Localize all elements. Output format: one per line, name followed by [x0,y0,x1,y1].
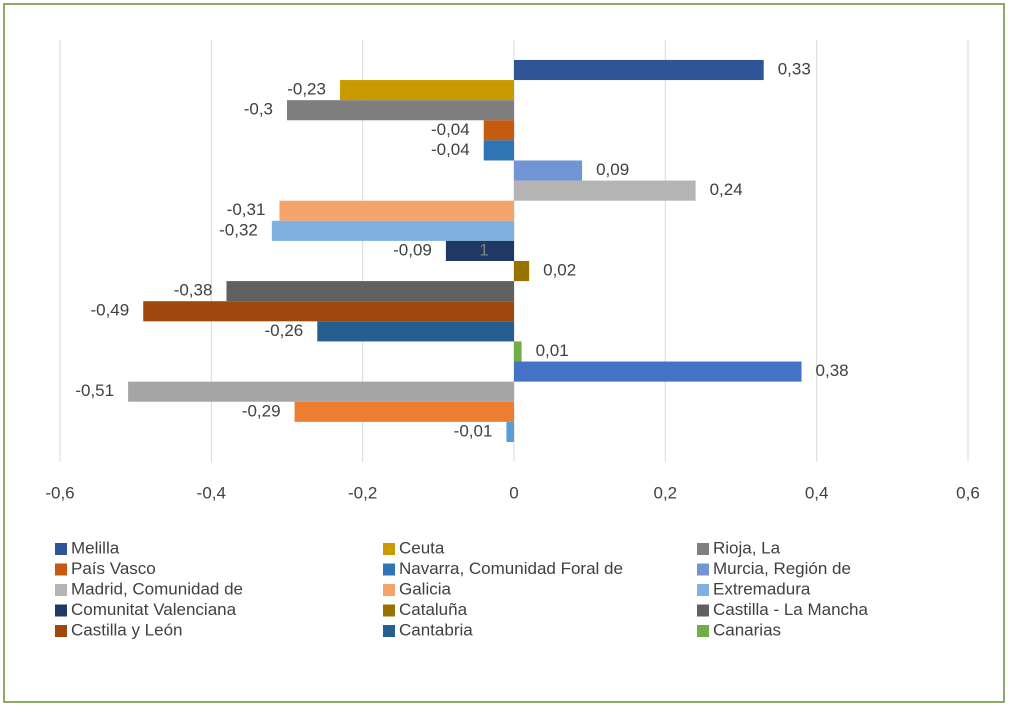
x-tick-label: 0,6 [956,483,980,502]
legend-swatch [55,543,67,555]
value-label: -0,04 [431,120,470,139]
value-label: -0,31 [227,200,266,219]
value-label: -0,3 [244,100,273,119]
value-label: -0,09 [393,240,432,259]
legend-label: Castilla y León [71,620,183,639]
legend-swatch [55,563,67,576]
value-label: -0,49 [90,301,129,320]
value-label: -0,23 [287,80,326,99]
legend-swatch [697,563,709,576]
value-label: -0,32 [219,220,258,239]
x-tick-label: 0,4 [805,483,829,502]
bar [514,361,802,382]
bar [483,140,514,161]
legend-swatch [55,584,67,596]
x-tick-label: 0,2 [654,483,678,502]
bar [483,120,514,141]
value-label: -0,38 [174,281,213,300]
value-label: 0,02 [543,261,576,280]
legend-swatch [383,563,395,576]
legend-label: Melilla [71,538,120,557]
legend-swatch [383,543,395,555]
x-tick-label: -0,6 [45,483,74,502]
x-tick-label: -0,4 [197,483,226,502]
bar [271,220,514,241]
legend-label: Comunitat Valenciana [71,600,237,619]
legend-label: Ceuta [399,538,445,557]
bar [339,80,514,101]
legend-swatch [383,625,395,637]
legend-swatch [55,625,67,637]
legend-label: Canarias [713,620,781,639]
annotation: 1 [479,240,488,259]
value-label: -0,51 [75,381,114,400]
legend-label: Extremadura [713,579,811,598]
bar [514,160,583,181]
x-tick-label: 0 [509,483,518,502]
bar [294,401,514,422]
bar [317,321,514,342]
legend-swatch [697,543,709,555]
legend-label: Navarra, Comunidad Foral de [399,559,623,578]
legend-label: Cantabria [399,620,473,639]
legend-swatch [383,604,395,617]
value-label: 0,33 [778,59,811,78]
bar [514,341,522,362]
value-label: -0,26 [265,321,304,340]
legend-label: Rioja, La [713,538,781,557]
value-label: -0,29 [242,401,281,420]
legend-swatch [55,604,67,617]
bar [128,381,514,402]
value-label: 0,01 [536,341,569,360]
legend-label: Murcia, Región de [713,559,851,578]
value-label: -0,01 [454,421,493,440]
legend-swatch [697,584,709,596]
legend-label: Madrid, Comunidad de [71,579,243,598]
bar [143,301,514,322]
bar [514,180,696,201]
legend-swatch [383,584,395,596]
value-label: 0,38 [816,361,849,380]
bar [226,281,514,302]
value-label: 0,24 [710,180,743,199]
bar [514,261,530,282]
value-label: -0,04 [431,140,470,159]
legend-swatch [697,625,709,637]
bar [506,421,514,442]
bar [287,100,514,121]
bar [279,200,514,221]
legend-label: Cataluña [399,600,468,619]
bar [445,240,514,261]
legend-swatch [697,604,709,617]
legend-label: Castilla - La Mancha [713,600,869,619]
legend-label: País Vasco [71,559,156,578]
bar [514,59,764,81]
value-label: 0,09 [596,160,629,179]
legend-label: Galicia [399,579,452,598]
x-tick-label: -0,2 [348,483,377,502]
